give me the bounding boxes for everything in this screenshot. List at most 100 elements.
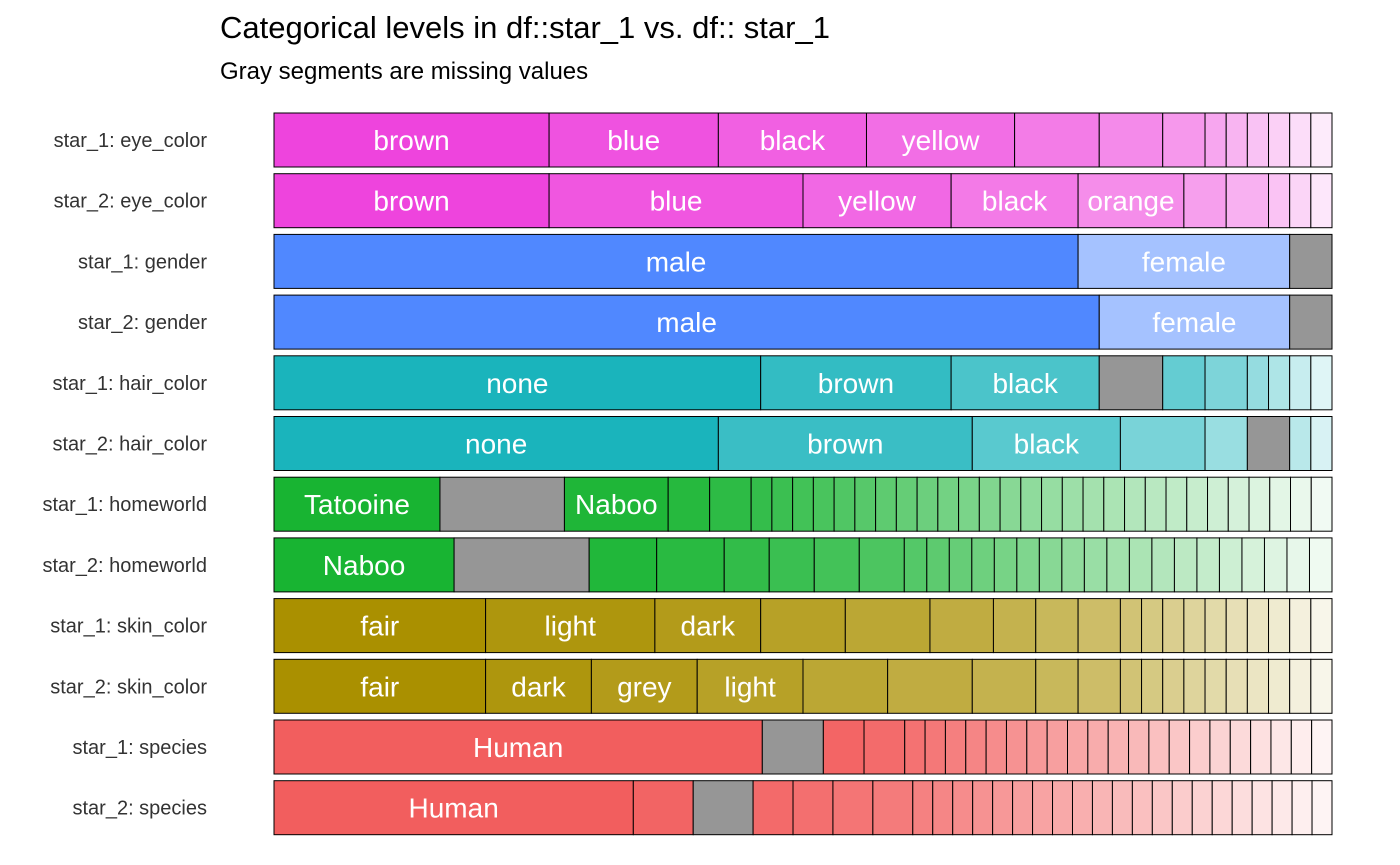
bar-row: star_2: species Human xyxy=(72,780,1333,836)
bar-segment xyxy=(1310,112,1333,168)
bar-segment xyxy=(1020,476,1043,532)
chart-title: Categorical levels in df::star_1 vs. df:… xyxy=(220,10,830,45)
segment-label: dark xyxy=(511,671,566,702)
bar-segment xyxy=(723,537,770,593)
bar-segment xyxy=(1014,112,1100,168)
bar-segment xyxy=(752,780,794,836)
bar-segment xyxy=(1268,173,1291,229)
bar-segment xyxy=(1310,658,1333,714)
bar-segment xyxy=(1211,780,1233,836)
bar-segment xyxy=(1087,719,1109,775)
bar-row: star_1: homeworld Tatooine Naboo xyxy=(42,476,1333,532)
bar-segment xyxy=(1310,476,1333,532)
bar-segment xyxy=(273,173,550,229)
bar-segment xyxy=(1311,719,1333,775)
row-label: star_2: species xyxy=(72,798,207,820)
missing-segment xyxy=(1289,233,1333,289)
row-label: star_2: homeworld xyxy=(42,555,207,577)
bar-segment xyxy=(832,780,874,836)
row-label: star_2: skin_color xyxy=(50,676,207,698)
bar-segment xyxy=(952,780,974,836)
bar-segment xyxy=(1098,294,1291,350)
row-label: star_1: homeworld xyxy=(42,494,207,516)
bar-segment xyxy=(932,780,954,836)
bar-segment xyxy=(1012,780,1034,836)
bar-segment xyxy=(1246,598,1270,654)
bar-segment xyxy=(1191,780,1213,836)
bar-row: star_2: gender male female xyxy=(78,294,1333,350)
bar-segment xyxy=(1289,173,1312,229)
segment-label: male xyxy=(656,307,717,338)
bar-segment xyxy=(1310,173,1333,229)
segment-label: light xyxy=(724,671,776,702)
bar-segment xyxy=(926,537,950,593)
bar-segment xyxy=(709,476,752,532)
row-label: star_1: skin_color xyxy=(50,616,207,638)
segment-label: brown xyxy=(373,125,449,156)
segment-label: male xyxy=(646,246,707,277)
bar-segment xyxy=(972,780,994,836)
row-label: star_2: gender xyxy=(78,312,207,334)
bar-segment xyxy=(1225,658,1248,714)
bar-segment xyxy=(1098,112,1164,168)
missing-segment xyxy=(1098,355,1164,411)
bar-segment xyxy=(485,658,592,714)
missing-segment xyxy=(453,537,590,593)
bar-segment xyxy=(750,476,773,532)
bar-segment xyxy=(872,780,914,836)
segment-label: black xyxy=(982,186,1048,217)
bar-segment xyxy=(1204,355,1248,411)
bar-segment xyxy=(632,780,694,836)
missing-segment xyxy=(1246,416,1291,471)
bar-segment xyxy=(1227,476,1250,532)
bar-segment xyxy=(1016,537,1040,593)
bar-segment xyxy=(588,537,658,593)
bar-segment xyxy=(1035,598,1079,654)
bar-segment xyxy=(1310,355,1333,411)
bar-segment xyxy=(937,476,960,532)
bar-segment xyxy=(971,537,995,593)
bar-segment xyxy=(1119,658,1143,714)
bar-segment xyxy=(1204,598,1227,654)
bar-segment xyxy=(1026,719,1048,775)
segment-label: brown xyxy=(807,429,883,460)
segment-label: none xyxy=(465,429,527,460)
bar-segment xyxy=(1128,537,1153,593)
bar-segment xyxy=(1082,476,1105,532)
segment-label: black xyxy=(760,125,826,156)
segment-label: black xyxy=(992,368,1058,399)
bar-segment xyxy=(1106,537,1130,593)
bar-segment xyxy=(1204,658,1227,714)
missing-segment xyxy=(1289,294,1333,350)
segment-label: female xyxy=(1152,307,1236,338)
bar-segment xyxy=(1291,780,1313,836)
bar-row: star_1: species Human xyxy=(72,719,1333,775)
bar-segment xyxy=(1046,719,1069,775)
bar-segment xyxy=(1173,537,1198,593)
bar-segment xyxy=(903,537,928,593)
bar-segment xyxy=(273,294,1100,350)
bar-row: star_2: skin_color fair dark grey light xyxy=(50,658,1333,714)
bar-segment xyxy=(1111,780,1133,836)
bar-segment xyxy=(1083,537,1108,593)
bar-segment xyxy=(1005,719,1028,775)
bar-segment xyxy=(1246,658,1270,714)
bar-segment xyxy=(1162,598,1185,654)
segment-label: blue xyxy=(650,186,703,217)
bar-segment xyxy=(1168,719,1191,775)
bar-segment xyxy=(992,780,1014,836)
bar-segment xyxy=(1290,719,1313,775)
segment-label: blue xyxy=(607,125,660,156)
bar-segment xyxy=(1204,112,1227,168)
bar-segment xyxy=(1119,598,1143,654)
bar-segment xyxy=(273,780,634,836)
bar-segment xyxy=(1067,719,1089,775)
row-label: star_2: eye_color xyxy=(54,191,208,213)
segment-label: fair xyxy=(360,671,399,702)
bar-segment xyxy=(895,476,918,532)
bar-segment xyxy=(993,537,1018,593)
bar-segment xyxy=(1225,173,1270,229)
bar-segment xyxy=(1077,233,1291,289)
segment-label: grey xyxy=(617,671,671,702)
